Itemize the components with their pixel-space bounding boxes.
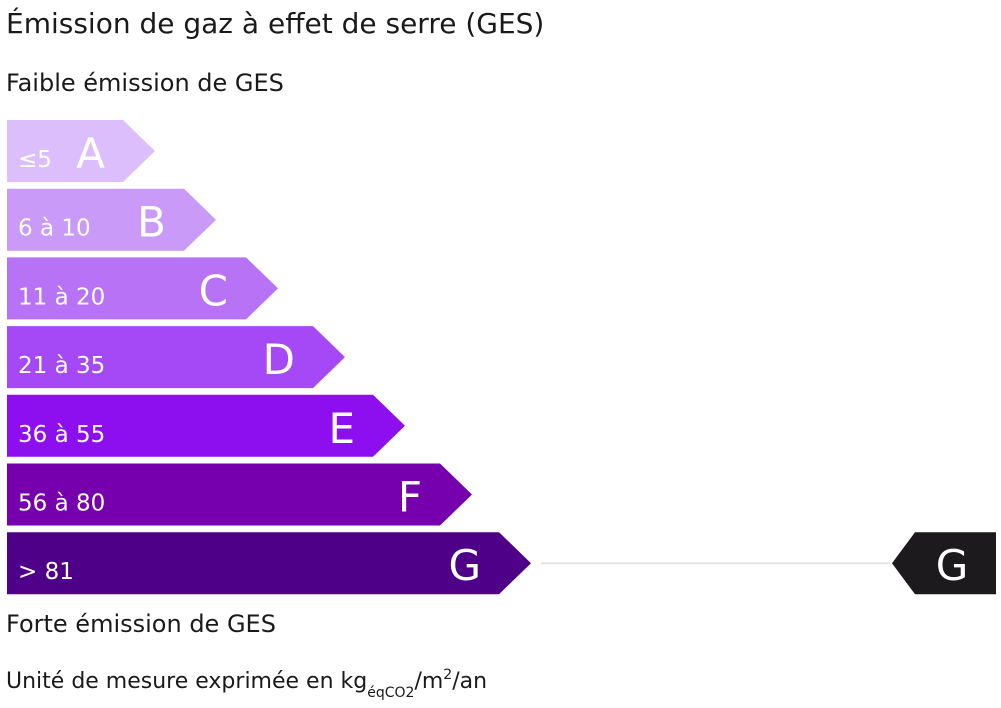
class-range: ≤5 bbox=[18, 147, 52, 173]
bottom-label: Forte émission de GES bbox=[6, 610, 276, 638]
class-range: > 81 bbox=[18, 559, 74, 585]
class-range: 11 à 20 bbox=[18, 284, 105, 310]
class-letter: C bbox=[199, 266, 228, 315]
unit: Unité de mesure exprimée en kgéqCO2/m2/a… bbox=[6, 667, 487, 701]
top-label: Faible émission de GES bbox=[6, 69, 284, 97]
class-range: 6 à 10 bbox=[18, 216, 91, 242]
title: Émission de gaz à effet de serre (GES) bbox=[6, 6, 544, 40]
class-arrow bbox=[7, 532, 531, 595]
class-arrow bbox=[7, 394, 405, 457]
class-arrow bbox=[7, 120, 155, 182]
class-range: 21 à 35 bbox=[18, 353, 105, 379]
unit-middle: /m bbox=[414, 669, 443, 694]
class-letter: A bbox=[76, 129, 105, 178]
unit-end: /an bbox=[452, 669, 487, 694]
unit-subscript: éqCO2 bbox=[367, 685, 414, 701]
unit-text: Unité de mesure exprimée en kg bbox=[6, 669, 367, 694]
class-letter: E bbox=[328, 404, 355, 453]
class-arrow bbox=[7, 257, 278, 320]
indicator-letter: G bbox=[936, 541, 969, 590]
indicator-arrow bbox=[892, 532, 996, 595]
class-arrow bbox=[7, 463, 472, 526]
class-letter: D bbox=[263, 335, 295, 384]
class-letter: G bbox=[448, 541, 481, 590]
class-range: 36 à 55 bbox=[18, 422, 105, 448]
class-arrow bbox=[7, 326, 345, 389]
class-range: 56 à 80 bbox=[18, 491, 105, 517]
class-arrow bbox=[7, 188, 216, 251]
class-letter: F bbox=[398, 473, 422, 522]
unit-superscript: 2 bbox=[443, 667, 452, 683]
class-letter: B bbox=[137, 198, 166, 247]
